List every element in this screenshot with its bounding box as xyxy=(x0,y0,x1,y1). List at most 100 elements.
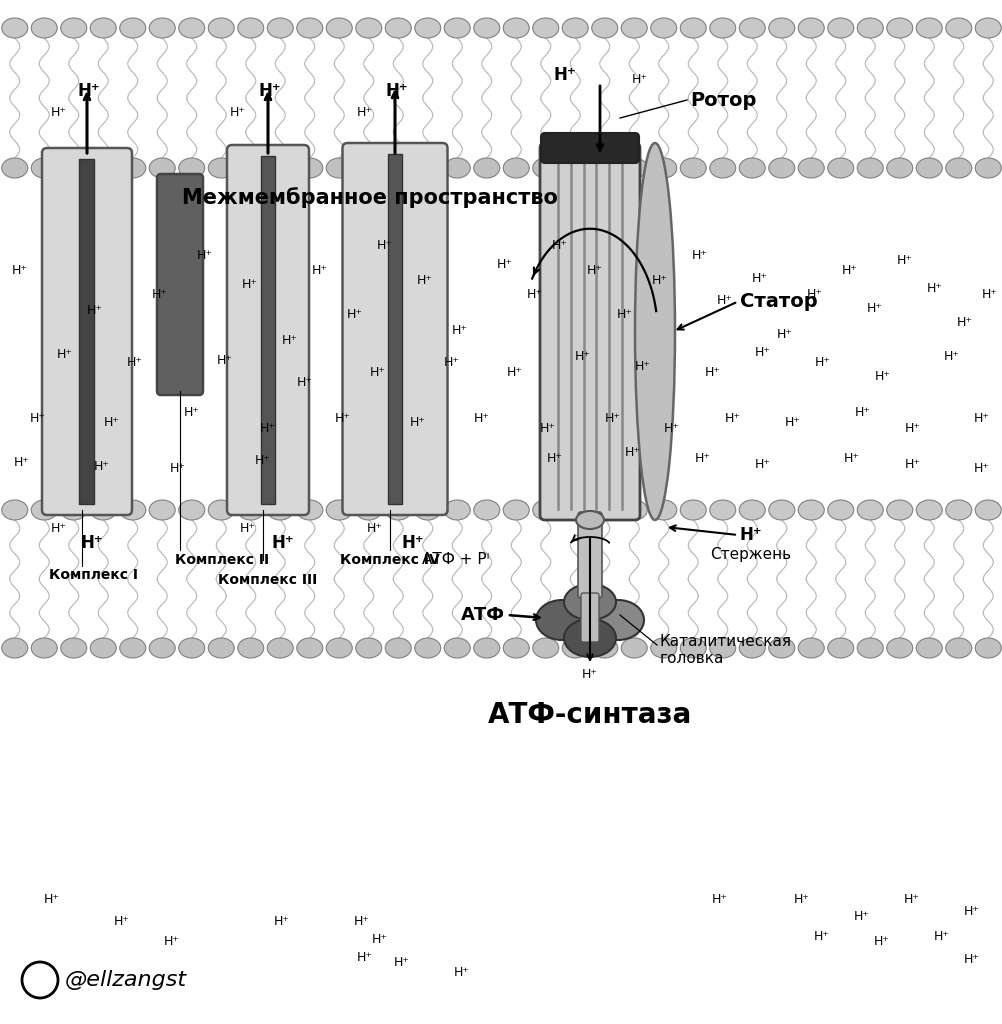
Text: H⁺: H⁺ xyxy=(377,239,393,252)
Ellipse shape xyxy=(208,500,234,520)
Ellipse shape xyxy=(798,158,824,178)
Ellipse shape xyxy=(444,18,470,38)
Text: H⁺: H⁺ xyxy=(104,416,120,428)
Text: H⁺: H⁺ xyxy=(631,73,647,86)
Ellipse shape xyxy=(90,638,116,658)
Text: H⁺: H⁺ xyxy=(755,459,771,471)
Ellipse shape xyxy=(679,158,705,178)
Ellipse shape xyxy=(237,500,264,520)
Text: H⁺: H⁺ xyxy=(651,273,667,287)
Text: H⁺: H⁺ xyxy=(853,910,869,924)
Text: H⁺: H⁺ xyxy=(785,416,801,428)
Text: H⁺: H⁺ xyxy=(51,106,67,119)
Ellipse shape xyxy=(620,500,646,520)
Ellipse shape xyxy=(857,18,883,38)
Ellipse shape xyxy=(178,18,204,38)
Text: H⁺: H⁺ xyxy=(604,412,620,425)
Ellipse shape xyxy=(563,618,615,657)
Text: H⁺: H⁺ xyxy=(370,366,386,379)
Ellipse shape xyxy=(650,158,676,178)
Text: H⁺: H⁺ xyxy=(551,239,567,252)
Ellipse shape xyxy=(178,500,204,520)
Ellipse shape xyxy=(31,158,57,178)
Text: H⁺: H⁺ xyxy=(127,355,143,369)
Ellipse shape xyxy=(620,158,646,178)
Ellipse shape xyxy=(473,638,499,658)
Ellipse shape xyxy=(119,18,145,38)
Text: H⁺: H⁺ xyxy=(14,456,30,469)
Text: H⁺: H⁺ xyxy=(77,82,100,100)
Text: АТФ-синтаза: АТФ-синтаза xyxy=(487,701,691,729)
Text: H⁺: H⁺ xyxy=(691,249,707,261)
Ellipse shape xyxy=(916,638,941,658)
Text: H⁺: H⁺ xyxy=(394,956,410,970)
Text: H⁺: H⁺ xyxy=(12,263,28,276)
Ellipse shape xyxy=(886,500,912,520)
Ellipse shape xyxy=(415,158,440,178)
Text: H⁺: H⁺ xyxy=(474,412,490,425)
Text: H⁺: H⁺ xyxy=(873,936,889,948)
Ellipse shape xyxy=(945,18,971,38)
Text: H⁺: H⁺ xyxy=(347,308,363,322)
Ellipse shape xyxy=(90,158,116,178)
Text: H⁺: H⁺ xyxy=(581,668,597,681)
Ellipse shape xyxy=(415,18,440,38)
Ellipse shape xyxy=(356,638,382,658)
Text: H⁺: H⁺ xyxy=(586,263,602,276)
Ellipse shape xyxy=(709,18,735,38)
Ellipse shape xyxy=(208,18,234,38)
Ellipse shape xyxy=(31,500,57,520)
Ellipse shape xyxy=(326,158,352,178)
Ellipse shape xyxy=(827,500,853,520)
Text: H⁺: H⁺ xyxy=(981,289,997,301)
Ellipse shape xyxy=(503,158,529,178)
Ellipse shape xyxy=(532,158,558,178)
Bar xyxy=(79,159,94,504)
Text: H⁺: H⁺ xyxy=(452,324,468,337)
Text: H⁺: H⁺ xyxy=(164,936,179,948)
Text: H⁺: H⁺ xyxy=(574,350,590,364)
Text: H⁺: H⁺ xyxy=(255,454,271,467)
Text: H⁺: H⁺ xyxy=(297,376,313,388)
Ellipse shape xyxy=(974,158,1000,178)
Bar xyxy=(388,154,402,504)
Ellipse shape xyxy=(326,638,352,658)
Ellipse shape xyxy=(650,500,676,520)
Ellipse shape xyxy=(356,500,382,520)
FancyBboxPatch shape xyxy=(226,145,309,515)
Text: H⁺: H⁺ xyxy=(357,951,373,965)
Text: H⁺: H⁺ xyxy=(956,315,972,329)
Text: H⁺: H⁺ xyxy=(312,263,328,276)
Ellipse shape xyxy=(827,18,853,38)
Text: H⁺: H⁺ xyxy=(724,412,740,425)
Text: H⁺: H⁺ xyxy=(553,66,576,84)
Ellipse shape xyxy=(2,158,28,178)
Ellipse shape xyxy=(149,638,175,658)
Ellipse shape xyxy=(591,158,617,178)
Ellipse shape xyxy=(149,500,175,520)
Text: Комплекс II: Комплекс II xyxy=(174,553,269,567)
Ellipse shape xyxy=(886,18,912,38)
Ellipse shape xyxy=(945,158,971,178)
Text: H⁺: H⁺ xyxy=(152,289,167,301)
Ellipse shape xyxy=(61,500,86,520)
Text: H⁺: H⁺ xyxy=(616,308,632,322)
Ellipse shape xyxy=(679,500,705,520)
Ellipse shape xyxy=(620,638,646,658)
Ellipse shape xyxy=(503,638,529,658)
Text: H⁺: H⁺ xyxy=(963,953,979,967)
Ellipse shape xyxy=(119,158,145,178)
Ellipse shape xyxy=(237,18,264,38)
Text: H⁺: H⁺ xyxy=(417,273,433,287)
Text: H⁺: H⁺ xyxy=(196,249,212,261)
Ellipse shape xyxy=(385,18,411,38)
Text: H⁺: H⁺ xyxy=(367,522,383,535)
Ellipse shape xyxy=(473,500,499,520)
Text: H⁺: H⁺ xyxy=(752,271,768,285)
Text: H⁺: H⁺ xyxy=(80,534,103,552)
Text: H⁺: H⁺ xyxy=(282,334,298,346)
Ellipse shape xyxy=(415,638,440,658)
Ellipse shape xyxy=(444,638,470,658)
Text: H⁺: H⁺ xyxy=(497,258,512,271)
Ellipse shape xyxy=(297,18,323,38)
